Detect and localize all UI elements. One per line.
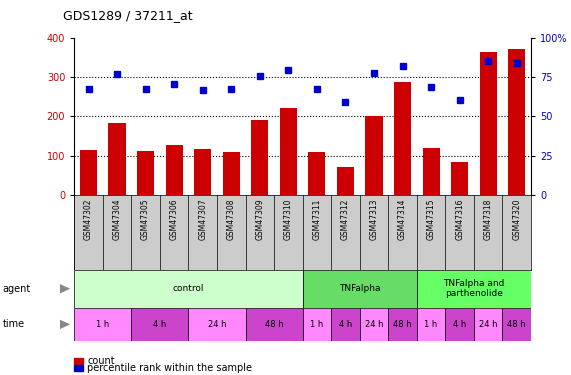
Text: 24 h: 24 h: [365, 320, 383, 329]
Text: 4 h: 4 h: [153, 320, 167, 329]
Text: GSM47314: GSM47314: [398, 199, 407, 240]
Text: agent: agent: [3, 284, 31, 294]
Bar: [337, 166, 354, 195]
Bar: [365, 116, 383, 195]
Bar: [223, 152, 240, 195]
Text: GSM47312: GSM47312: [341, 199, 350, 240]
Text: GSM47308: GSM47308: [227, 199, 236, 240]
Text: 24 h: 24 h: [208, 320, 226, 329]
Bar: [131, 308, 188, 341]
Text: 1 h: 1 h: [310, 320, 324, 329]
Bar: [308, 153, 325, 195]
Text: 48 h: 48 h: [393, 320, 412, 329]
Bar: [417, 308, 445, 341]
Text: TNFalpha and
parthenolide: TNFalpha and parthenolide: [443, 279, 505, 298]
Bar: [188, 308, 246, 341]
Bar: [423, 148, 440, 195]
Bar: [331, 308, 360, 341]
Bar: [508, 50, 525, 195]
Text: GSM47307: GSM47307: [198, 199, 207, 240]
Bar: [388, 308, 417, 341]
Bar: [445, 308, 474, 341]
Bar: [108, 123, 126, 195]
Text: GDS1289 / 37211_at: GDS1289 / 37211_at: [63, 9, 192, 22]
Text: TNFalpha: TNFalpha: [339, 284, 380, 293]
Text: GSM47310: GSM47310: [284, 199, 293, 240]
Text: GSM47316: GSM47316: [455, 199, 464, 240]
Bar: [502, 308, 531, 341]
Text: GSM47313: GSM47313: [369, 199, 379, 240]
Text: control: control: [172, 284, 204, 293]
Bar: [166, 145, 183, 195]
Text: 4 h: 4 h: [453, 320, 467, 329]
Text: 1 h: 1 h: [96, 320, 110, 329]
Bar: [480, 52, 497, 195]
Bar: [80, 150, 97, 195]
Text: GSM47311: GSM47311: [312, 199, 321, 240]
Bar: [303, 270, 417, 308]
Text: 48 h: 48 h: [508, 320, 526, 329]
Bar: [394, 82, 411, 195]
Bar: [74, 308, 131, 341]
Bar: [280, 108, 297, 195]
Text: time: time: [3, 320, 25, 329]
Bar: [451, 162, 468, 195]
Text: GSM47305: GSM47305: [141, 199, 150, 240]
Text: 48 h: 48 h: [265, 320, 283, 329]
Text: GSM47302: GSM47302: [84, 199, 93, 240]
Bar: [137, 150, 154, 195]
Bar: [417, 270, 531, 308]
Text: GSM47320: GSM47320: [512, 199, 521, 240]
Bar: [360, 308, 388, 341]
Text: count: count: [87, 356, 115, 366]
Text: 1 h: 1 h: [424, 320, 438, 329]
Bar: [194, 149, 211, 195]
Bar: [303, 308, 331, 341]
Bar: [74, 270, 303, 308]
Text: percentile rank within the sample: percentile rank within the sample: [87, 363, 252, 374]
Text: GSM47304: GSM47304: [112, 199, 122, 240]
Bar: [474, 308, 502, 341]
Text: 24 h: 24 h: [479, 320, 497, 329]
Text: GSM47318: GSM47318: [484, 199, 493, 240]
Text: GSM47306: GSM47306: [170, 199, 179, 240]
Bar: [251, 120, 268, 195]
Text: GSM47309: GSM47309: [255, 199, 264, 240]
Text: 4 h: 4 h: [339, 320, 352, 329]
Bar: [246, 308, 303, 341]
Text: GSM47315: GSM47315: [427, 199, 436, 240]
